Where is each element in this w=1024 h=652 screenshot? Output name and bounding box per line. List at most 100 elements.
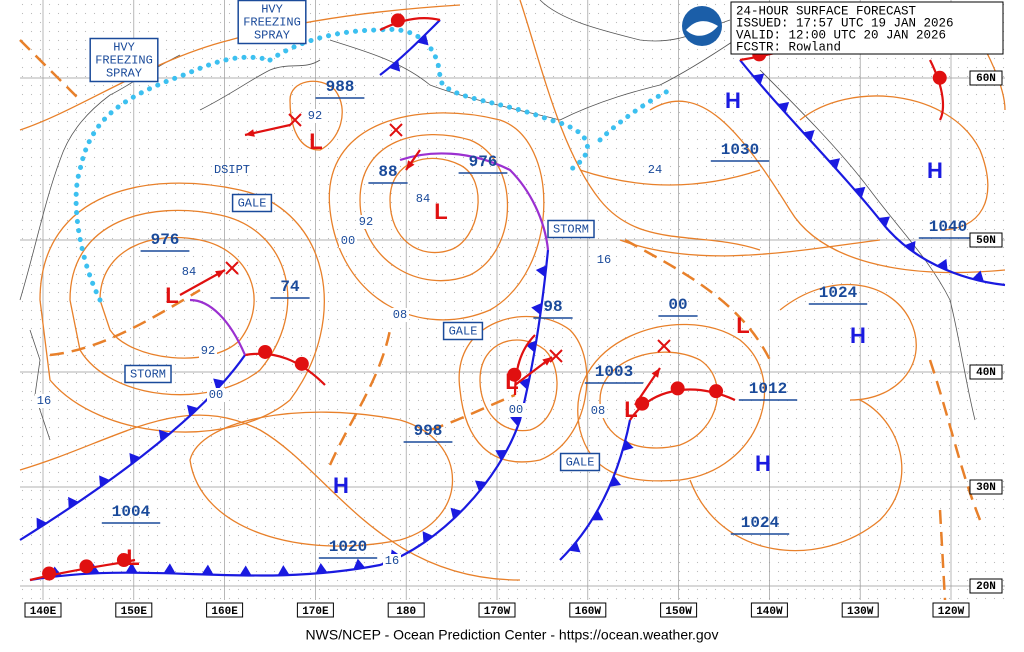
cold-front-barb — [878, 216, 890, 228]
warning: STORM — [547, 219, 595, 239]
isobar-label: 92 — [359, 215, 373, 229]
pressure-label: 1012 — [749, 380, 787, 398]
lon-box — [296, 602, 334, 618]
warm-front — [244, 352, 326, 386]
lon-box — [24, 602, 62, 618]
warm-front-barb — [294, 356, 309, 371]
cold-front-barb — [510, 414, 522, 427]
pressure-label: 998 — [414, 422, 443, 440]
warning-text: HVY — [261, 3, 283, 17]
cold-front-barb — [936, 258, 948, 271]
ice-edge — [73, 26, 673, 303]
warm-front-barb — [390, 13, 405, 28]
high-center: H — [850, 323, 866, 348]
low-center: L — [624, 397, 637, 422]
lon-label: 160W — [575, 606, 602, 618]
cold-front-barb — [474, 480, 487, 492]
lon-label: 120W — [938, 606, 965, 618]
isobar-label: 16 — [597, 253, 611, 267]
low-center: L — [126, 545, 139, 570]
lat-label: 40N — [976, 367, 996, 379]
warning: GALE — [442, 321, 484, 341]
lon-box — [569, 602, 607, 618]
header-line: 24-HOUR SURFACE FORECAST — [736, 4, 917, 18]
high-center: H — [725, 88, 741, 113]
lon-label: 150W — [665, 606, 692, 618]
isobar-label: 84 — [182, 265, 196, 279]
isobar-label: 16 — [37, 394, 51, 408]
isobar-label: 24 — [648, 163, 662, 177]
isobars — [19, 0, 1006, 581]
lon-label: 160E — [211, 606, 238, 618]
lat-box — [969, 578, 1003, 594]
warm-front — [513, 334, 536, 396]
symbols — [179, 113, 671, 406]
cold-front-barb — [591, 510, 604, 521]
labels: L L L L L L L H H H H H 988 976 88 976 74 1030 1040 1024 98 0… — [35, 0, 978, 570]
low-center: L — [736, 313, 749, 338]
lon-label: 140E — [30, 606, 57, 618]
warning-text: HVY — [113, 41, 135, 55]
warning: GALE — [559, 452, 601, 472]
pressure-label: 988 — [326, 78, 355, 96]
low-center: L — [165, 283, 178, 308]
isobar-label: 08 — [591, 404, 605, 418]
lon-box — [387, 602, 425, 618]
low-center: L — [309, 129, 322, 154]
cold-front-barb — [752, 73, 765, 85]
noaa-logo-mark — [686, 21, 718, 36]
isobar-label: 92 — [308, 109, 322, 123]
warm-front-barb — [932, 70, 947, 85]
lon-label: 130W — [847, 606, 874, 618]
header-box — [730, 1, 1004, 55]
warm-front-barb — [42, 566, 57, 581]
isobar-label: 84 — [416, 192, 430, 206]
pressure-label: 1003 — [595, 363, 633, 381]
warm-front — [929, 59, 945, 121]
isobar-label-bg — [383, 554, 401, 568]
cold-front-barb — [417, 34, 429, 46]
warning: STORM — [124, 364, 172, 384]
cold-front-barb — [99, 475, 110, 487]
pressure-label: 1030 — [721, 141, 759, 159]
pressure-label: 00 — [668, 296, 687, 314]
dissipating-label: DSIPT — [214, 163, 250, 177]
warning-text: STORM — [553, 223, 589, 237]
isobar-label-bg — [357, 215, 375, 229]
lon-box — [841, 602, 879, 618]
pressure-label: 1020 — [329, 538, 367, 556]
longitude-axis: 140E 150E 160E 170E 180 170W 160W 150W 140W 130W 1… — [24, 70, 1003, 618]
lat-box — [969, 232, 1003, 248]
cold-front-barb — [125, 562, 138, 573]
cold-front-barb — [568, 541, 581, 553]
cold-front-barb — [828, 158, 841, 170]
lon-label: 170E — [302, 606, 329, 618]
occluded-front — [189, 298, 247, 356]
pressure-label: 1024 — [819, 284, 858, 302]
cold-front-barb — [904, 240, 916, 253]
warm-front-barb — [258, 344, 273, 359]
cold-front-barb — [201, 564, 214, 575]
header-line: VALID: 12:00 UTC 20 JAN 2026 — [736, 28, 946, 42]
pressure-label: 1040 — [929, 218, 967, 236]
lon-box — [478, 602, 516, 618]
isobar-label: 00 — [209, 388, 223, 402]
lat-label: 20N — [976, 581, 996, 593]
isobar-label-bg — [391, 308, 409, 322]
pressure-label: 88 — [378, 163, 397, 181]
cold-front-barb — [803, 130, 815, 142]
header-line: FCSTR: Rowland — [736, 40, 841, 54]
warning-box — [547, 219, 595, 239]
cold-front-barb — [68, 496, 79, 509]
cold-front-barb — [353, 558, 366, 570]
cold-front-barb — [525, 340, 537, 353]
isobar-label: 00 — [341, 234, 355, 248]
isobar-label: 08 — [393, 308, 407, 322]
cold-front-barb — [163, 563, 176, 574]
isobar-label-bg — [199, 344, 217, 358]
isobar-label-bg — [35, 394, 53, 408]
cold-front-barb — [186, 404, 199, 417]
isobar-label-bg — [339, 234, 357, 248]
future-position — [225, 261, 239, 275]
